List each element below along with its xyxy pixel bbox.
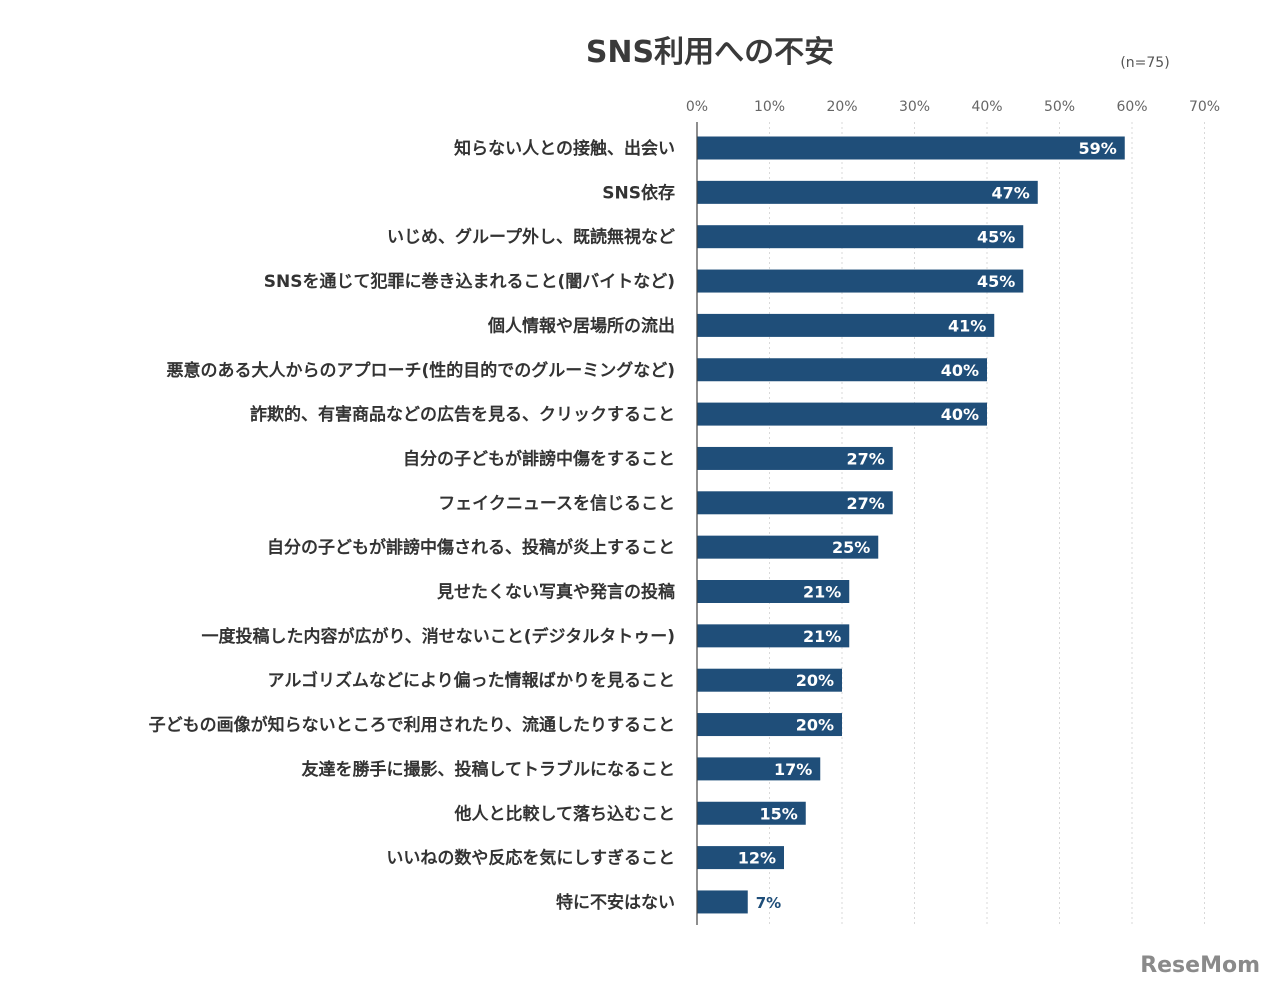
value-label: 21% [803, 627, 841, 646]
value-label: 7% [756, 894, 781, 912]
bars [697, 136, 1125, 914]
bar [697, 180, 1038, 204]
category-label: いじめ、グループ外し、既読無視など [387, 227, 675, 248]
bar [697, 358, 987, 382]
category-label: いいねの数や反応を気にしすぎること [386, 848, 675, 869]
bar [697, 225, 1024, 249]
category-label: 一度投稿した内容が広がり、消せないこと(デジタルタトゥー) [201, 626, 675, 647]
bar [697, 890, 748, 914]
category-label: 個人情報や居場所の流出 [487, 315, 675, 336]
bar [697, 580, 850, 603]
sample-size-note: (n=75) [1120, 55, 1169, 71]
resemom-logo: ReseMom [1140, 953, 1260, 978]
x-tick-label: 30% [899, 99, 930, 115]
value-label: 45% [977, 228, 1015, 247]
bar [697, 535, 879, 559]
bar [697, 446, 893, 470]
x-tick-label: 0% [686, 99, 708, 115]
value-label: 45% [977, 272, 1015, 291]
value-label: 20% [796, 716, 834, 735]
bar [697, 846, 784, 870]
category-label: 子どもの画像が知らないところで利用されたり、流通したりすること [149, 715, 675, 736]
value-label: 40% [941, 361, 979, 380]
bar [697, 402, 987, 426]
category-label: 知らない人との接触、出会い [453, 138, 675, 159]
bar [697, 269, 1024, 293]
category-label: 特に不安はない [556, 892, 675, 913]
category-label: 自分の子どもが誹謗中傷をすること [403, 448, 675, 469]
category-label: アルゴリズムなどにより偏った情報ばかりを見ること [268, 670, 676, 691]
chart-title: SNS利用への不安 [586, 35, 834, 70]
category-label: 自分の子どもが誹謗中傷される、投稿が炎上すること [267, 537, 675, 558]
value-label: 47% [991, 183, 1029, 202]
x-tick-label: 40% [971, 99, 1002, 115]
x-tick-label: 50% [1044, 99, 1075, 115]
value-label: 20% [796, 671, 834, 690]
value-label: 59% [1078, 139, 1116, 158]
value-label: 15% [759, 804, 797, 823]
category-label: SNSを通じて犯罪に巻き込まれること(闇バイトなど) [264, 271, 675, 292]
category-label: 悪意のある大人からのアプローチ(性的目的でのグルーミングなど) [166, 360, 675, 381]
gridlines [769, 122, 1205, 925]
bar [697, 757, 821, 781]
value-label: 12% [738, 849, 776, 868]
value-labels: 59% 47% 45% 45% 41% 40% 40% 27% 27% 25% 21% 21% 20% 2… [738, 139, 1117, 912]
value-label: 40% [941, 405, 979, 424]
value-label: 41% [948, 316, 986, 335]
bar [697, 136, 1125, 160]
bar [697, 313, 995, 337]
value-label: 25% [832, 538, 870, 557]
category-label: フェイクニュースを信じること [438, 493, 675, 514]
category-label: 見せたくない写真や発言の投稿 [436, 582, 675, 603]
category-label: SNS依存 [602, 182, 675, 203]
x-tick-label: 10% [754, 99, 785, 115]
category-label: 他人と比較して落ち込むこと [454, 803, 676, 824]
bar [697, 624, 850, 648]
value-label: 17% [774, 760, 812, 779]
bar [697, 668, 842, 692]
x-axis-ticks: 0% 10% 20% 30% 40% 50% 60% 70% [686, 99, 1220, 115]
x-tick-label: 20% [826, 99, 857, 115]
bar [697, 713, 842, 737]
value-label: 27% [846, 449, 884, 468]
x-tick-label: 70% [1189, 99, 1220, 115]
category-label: 友達を勝手に撮影、投稿してトラブルになること [302, 759, 676, 780]
bar [697, 801, 806, 825]
x-tick-label: 60% [1116, 99, 1147, 115]
bar [697, 491, 893, 515]
category-label: 詐欺的、有害商品などの広告を見る、クリックすること [250, 404, 675, 425]
value-label: 27% [846, 494, 884, 513]
value-label: 21% [803, 583, 841, 602]
